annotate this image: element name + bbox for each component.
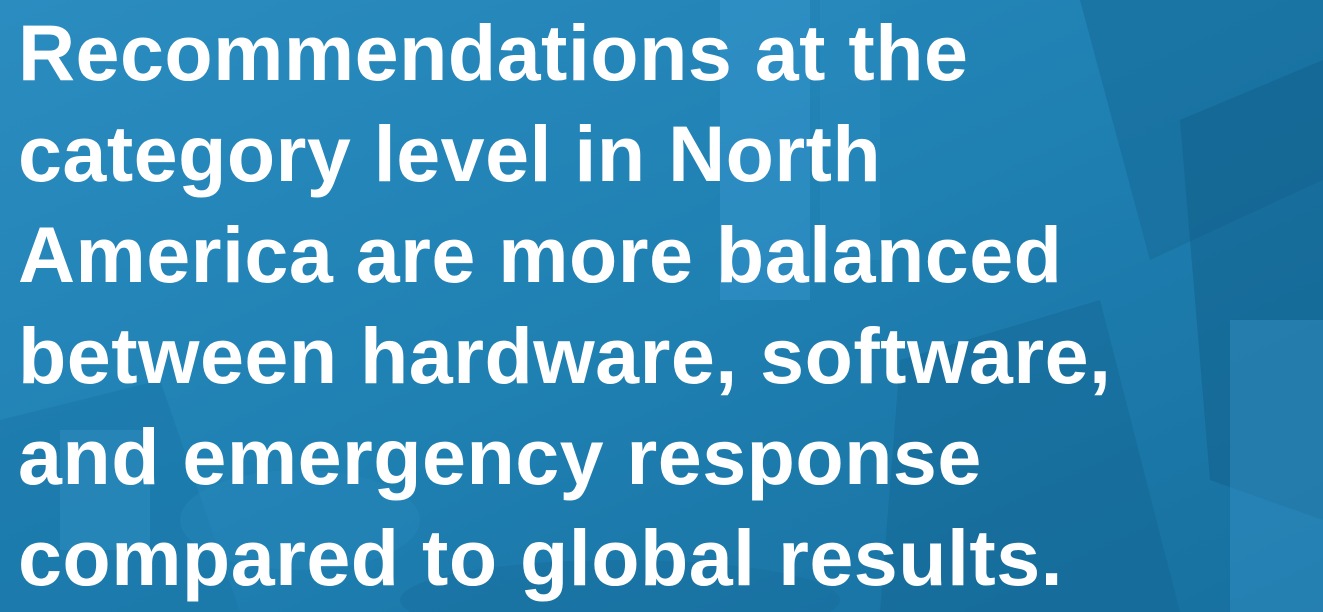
headline-line-3: America are more balanced [18,210,1063,299]
headline-line-6: compared to global results. [18,513,1064,602]
headline-line-1: Recommendations at the [18,8,969,97]
headline-line-4: between hardware, software, [18,311,1112,400]
headline-line-5: and emergency response [18,412,982,501]
headline-line-2: category level in North [18,109,882,198]
headline: Recommendations at the category level in… [18,2,1318,608]
